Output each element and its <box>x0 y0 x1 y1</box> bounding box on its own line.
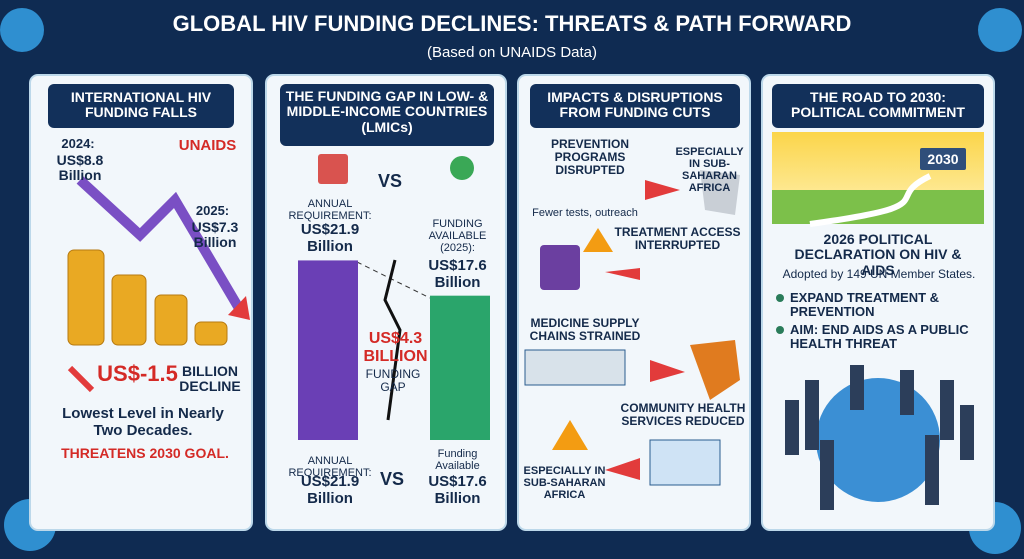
hills <box>772 190 984 224</box>
arrow-head <box>228 296 250 320</box>
money-icon <box>450 156 474 180</box>
gap-label: FUNDING GAP <box>365 367 421 395</box>
road <box>809 173 932 227</box>
footer-amount: US$17.6 Billion <box>428 473 487 507</box>
impact: COMMUNITY HEALTH SERVICES REDUCED <box>620 401 746 429</box>
bar-label: FUNDING AVAILABLE (2025): <box>428 218 487 255</box>
gap-line <box>356 261 431 299</box>
warning-icon <box>583 228 613 252</box>
bar-amount: US$17.6 Billion <box>428 257 487 291</box>
coins <box>67 249 228 346</box>
sign <box>920 148 966 170</box>
logo: UNAIDS <box>178 137 237 154</box>
decline-amount: US$-1.5 <box>97 361 178 386</box>
trend-arrow <box>76 176 245 313</box>
crack <box>383 259 402 421</box>
down-arrow <box>67 365 95 393</box>
adopted: Adopted by 149 UN Member States. <box>782 267 976 281</box>
panel-title: INTERNATIONAL HIV FUNDING FALLS <box>70 89 212 121</box>
africa-map <box>690 340 740 400</box>
amount: US$7.3 Billion <box>191 219 239 251</box>
globe <box>978 8 1022 52</box>
decline-label: BILLION DECLINE <box>179 363 241 395</box>
region-note: ESPECIALLY IN SUB-SAHARAN AFRICA <box>675 146 744 195</box>
impact-note: Fewer tests, outreach <box>532 207 638 219</box>
truck-icon <box>524 349 626 386</box>
warning-icon <box>552 420 588 450</box>
africa-map <box>700 170 740 215</box>
region-note: ESPECIALLY IN SUB-SAHARAN AFRICA <box>523 465 606 502</box>
medicine-icon <box>540 245 580 290</box>
panel-title: THE ROAD TO 2030: POLITICAL COMMITMENT <box>791 89 965 121</box>
panel-title: IMPACTS & DISRUPTIONS FROM FUNDING CUTS <box>547 89 723 121</box>
panel-title: THE FUNDING GAP IN LOW- & MIDDLE-INCOME … <box>285 88 489 135</box>
impact: PREVENTION PROGRAMS DISRUPTED <box>550 137 629 178</box>
bar <box>430 295 490 440</box>
footer-amount: US$21.9 Billion <box>300 473 360 507</box>
amount: US$8.8 Billion <box>56 152 104 184</box>
warning: THREATENS 2030 GOAL. <box>61 445 229 461</box>
bar-amount: US$21.9 Billion <box>300 221 360 255</box>
people <box>785 365 974 510</box>
clinic-icon <box>649 439 721 486</box>
impact: TREATMENT ACCESS INTERRUPTED <box>614 225 741 253</box>
bar-label: ANNUAL REQUIREMENT: <box>288 198 372 223</box>
vs: VS <box>377 171 402 191</box>
declaration: 2026 POLITICAL DECLARATION ON HIV & AIDS <box>794 231 962 278</box>
year: 2024: <box>61 136 95 151</box>
footer-label: Funding Available <box>435 448 480 473</box>
globe <box>0 8 44 52</box>
bullet-text: EXPAND TREATMENT & PREVENTION <box>790 290 940 320</box>
gap-amount: US$4.3 BILLION <box>363 330 428 365</box>
vs: VS <box>379 469 404 489</box>
subtitle: (Based on UNAIDS Data) <box>426 44 598 61</box>
bullet <box>776 326 784 334</box>
bullet-text: AIM: END AIDS AS A PUBLIC HEALTH THREAT <box>790 322 969 352</box>
sign-label: 2030 <box>927 151 959 167</box>
footer-label: ANNUAL REQUIREMENT: <box>288 455 372 480</box>
year: 2025: <box>195 203 230 218</box>
impact: MEDICINE SUPPLY CHAINS STRAINED <box>529 316 641 344</box>
bullet <box>776 294 784 302</box>
title: GLOBAL HIV FUNDING DECLINES: THREATS & P… <box>172 11 852 36</box>
impact-arrows <box>605 180 685 480</box>
hospital-icon <box>318 154 348 184</box>
note: Lowest Level in Nearly Two Decades. <box>62 405 224 439</box>
globe <box>816 378 940 502</box>
panel-headers <box>48 84 984 146</box>
bar <box>298 260 358 440</box>
